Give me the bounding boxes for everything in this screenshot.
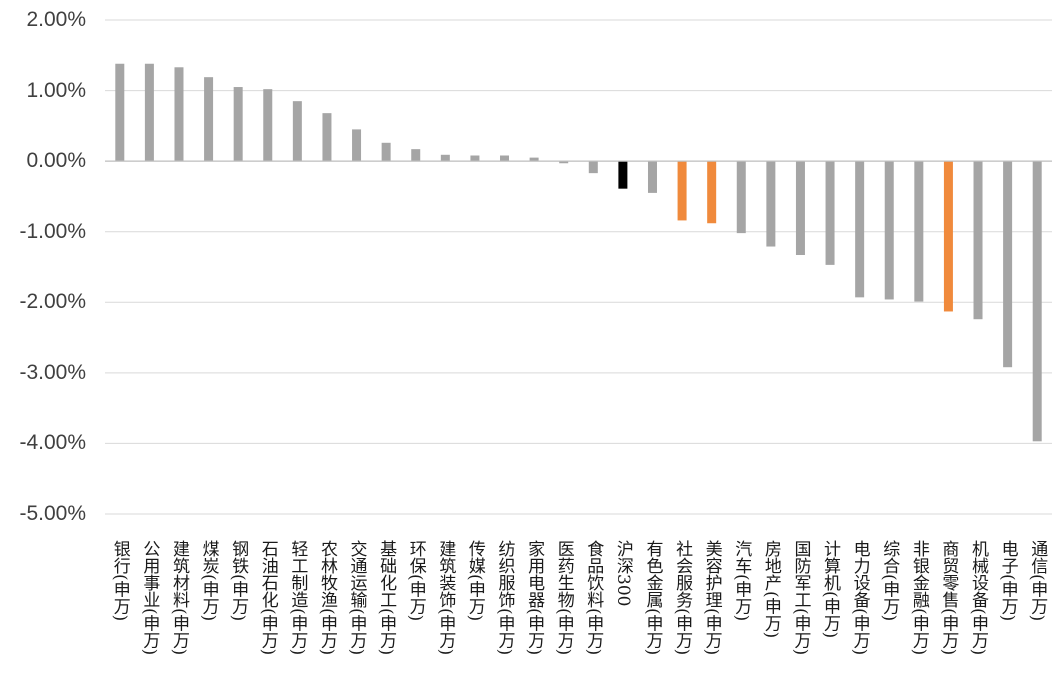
x-tick-label: 传媒(申万) [464, 540, 485, 622]
bar [440, 154, 450, 162]
bar [855, 161, 865, 298]
y-tick-label: -4.00% [19, 431, 86, 455]
x-tick-label: 农林牧渔(申万) [316, 540, 337, 656]
bar [825, 161, 835, 265]
y-tick-label: -5.00% [19, 502, 86, 525]
x-tick-label: 环保(申万) [405, 540, 426, 622]
bar [174, 67, 184, 162]
bar [677, 161, 687, 221]
y-tick-label: -2.00% [19, 290, 86, 314]
bar [618, 161, 628, 189]
x-tick-label: 医药生物(申万) [553, 540, 574, 656]
bar [795, 161, 805, 256]
bar [233, 87, 243, 162]
x-tick-label: 国防军工(申万) [790, 540, 811, 656]
bar [559, 161, 569, 164]
x-tick-label: 计算机(申万) [820, 540, 841, 639]
x-tick-label: 美容护理(申万) [701, 540, 722, 656]
bar [144, 63, 154, 162]
x-tick-label: 汽车(申万) [731, 540, 752, 622]
bar [1032, 161, 1042, 442]
x-tick-label: 公用事业(申万) [139, 540, 160, 656]
x-tick-label: 食品饮料(申万) [583, 540, 604, 656]
bar [736, 161, 746, 234]
x-tick-label: 交通运输(申万) [346, 540, 367, 656]
x-tick-label: 房地产(申万) [760, 540, 781, 639]
x-tick-label: 煤炭(申万) [198, 540, 219, 622]
x-tick-label: 建筑装饰(申万) [435, 540, 456, 656]
x-tick-label: 通信(申万) [1027, 540, 1048, 622]
gridlines [105, 19, 1052, 515]
bar [322, 113, 332, 162]
x-tick-label: 轻工制造(申万) [287, 540, 308, 656]
x-tick-label: 机械设备(申万) [968, 540, 989, 656]
x-tick-label: 非银金融(申万) [908, 540, 929, 656]
x-tick-label: 电子(申万) [997, 540, 1018, 622]
y-tick-label: 1.00% [26, 78, 86, 102]
x-tick-label: 钢铁(申万) [228, 540, 249, 622]
x-tick-label: 银行(申万) [109, 540, 130, 622]
x-tick-label: 基础化工(申万) [376, 540, 397, 656]
bar [115, 63, 125, 162]
bar [352, 129, 362, 162]
x-tick-label: 社会服务(申万) [672, 540, 693, 656]
x-tick-label: 家用电器(申万) [524, 540, 545, 656]
bar [707, 161, 717, 224]
x-tick-label: 纺织服饰(申万) [494, 540, 515, 656]
bar [647, 161, 657, 193]
bar [470, 155, 480, 162]
bar [943, 161, 953, 312]
y-tick-label: -1.00% [19, 219, 86, 243]
x-tick-label: 建筑材料(申万) [168, 540, 189, 656]
y-tick-label: 0.00% [26, 149, 86, 173]
bar [588, 161, 598, 174]
y-tick-label: -3.00% [19, 360, 86, 384]
bar [884, 161, 894, 300]
bar [263, 89, 273, 162]
x-tick-label: 电力设备(申万) [849, 540, 870, 656]
x-tick-label: 商贸零售(申万) [938, 540, 959, 656]
bar [529, 157, 539, 162]
bar [1003, 161, 1013, 368]
bar [204, 77, 214, 162]
x-tick-label: 有色金属(申万) [642, 540, 663, 656]
bars [115, 63, 1042, 442]
bar [292, 101, 302, 162]
x-tick-label: 石油石化(申万) [257, 540, 278, 656]
bar [914, 161, 924, 302]
bar [500, 155, 510, 162]
x-tick-label: 沪深300 [612, 540, 633, 607]
bar [411, 149, 421, 162]
y-tick-label: 2.00% [26, 8, 86, 31]
bar [766, 161, 776, 247]
x-tick-label: 综合(申万) [879, 540, 900, 622]
bar [381, 142, 391, 162]
bar [973, 161, 983, 320]
